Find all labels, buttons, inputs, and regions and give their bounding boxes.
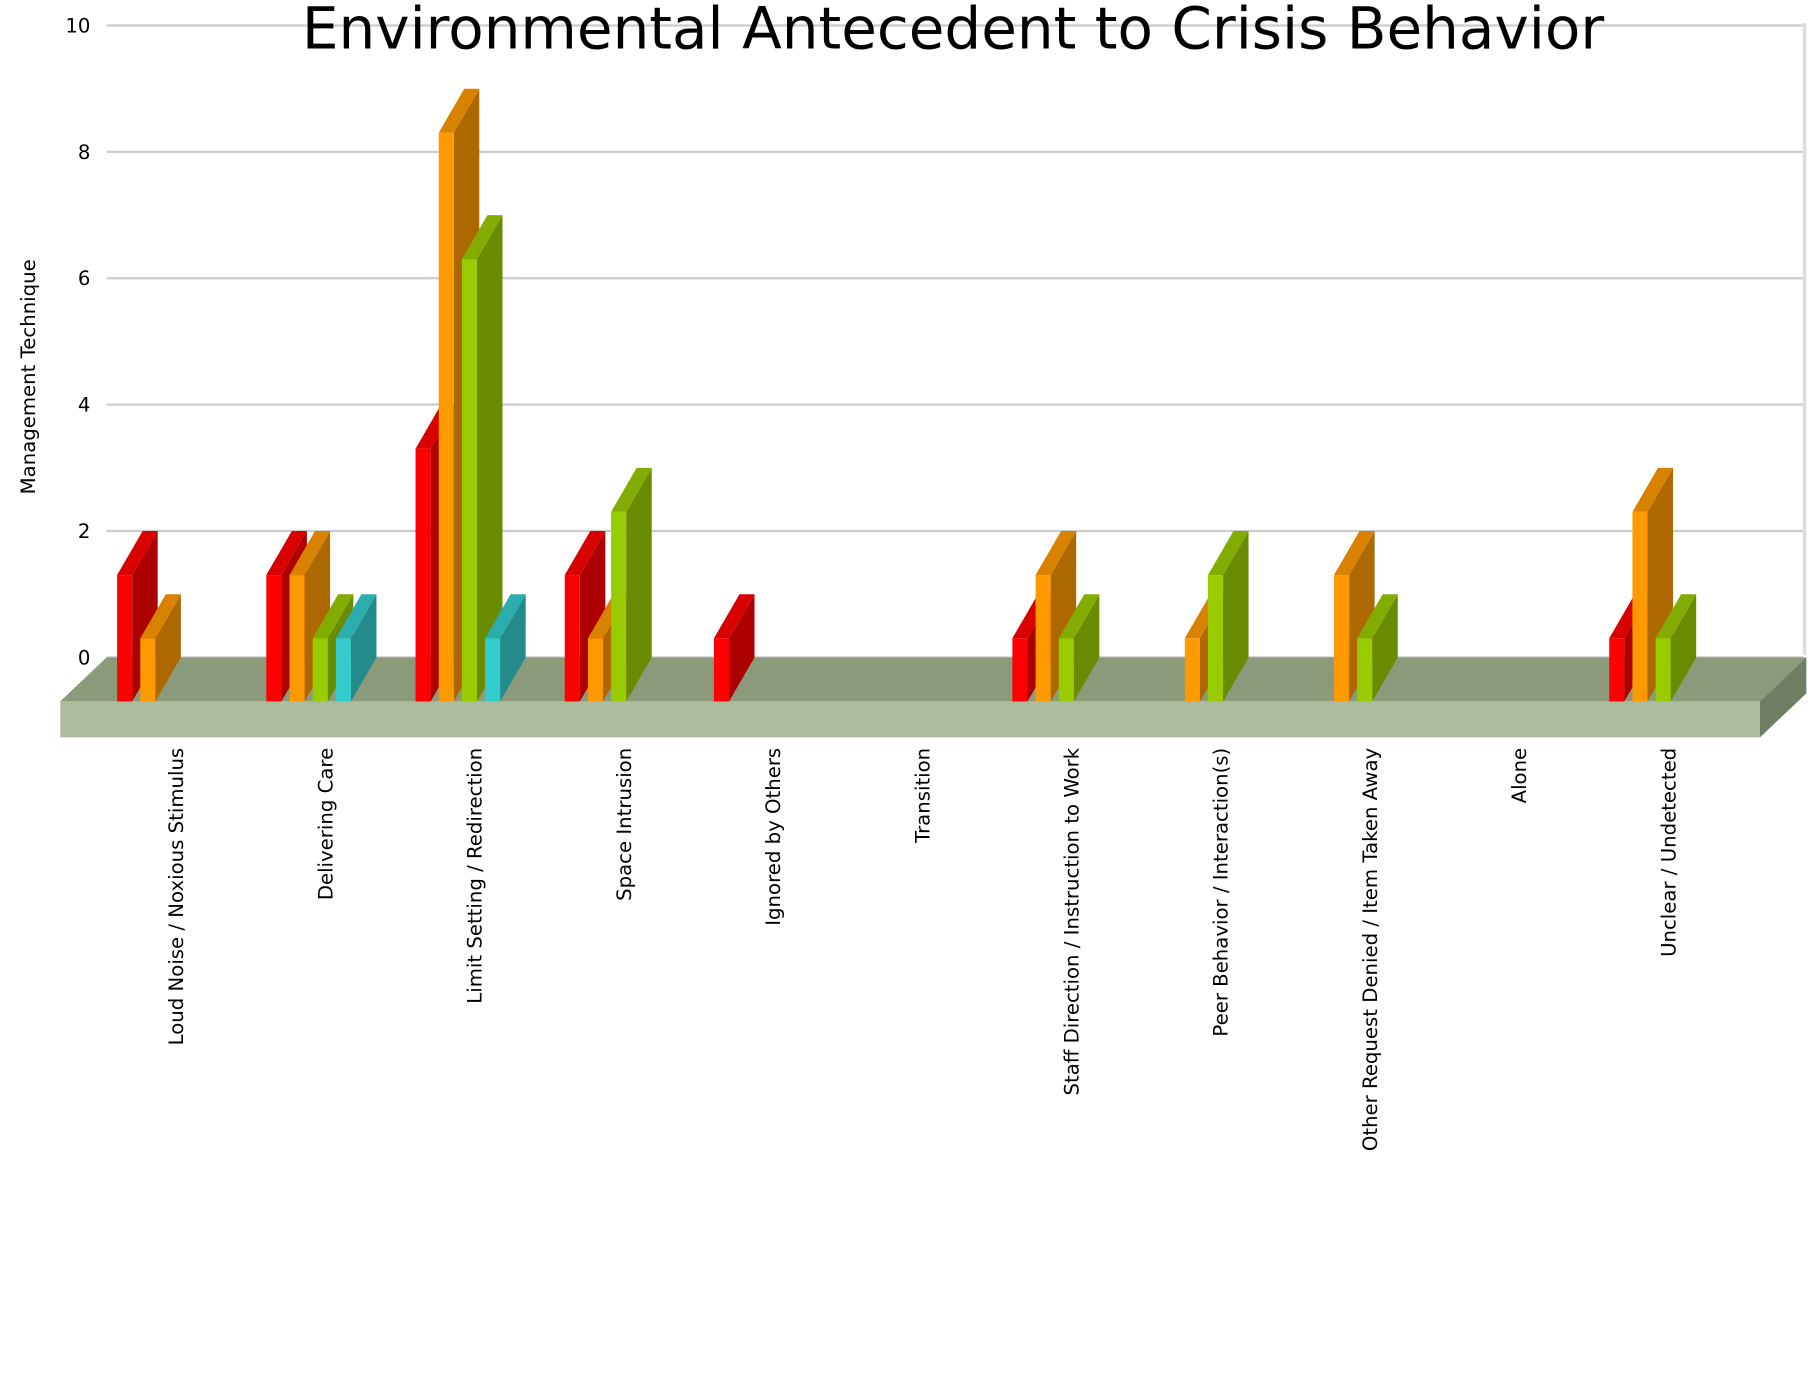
bar	[1035, 575, 1051, 702]
x-tick-label: Alone	[1508, 748, 1531, 804]
bar	[289, 575, 305, 702]
bar-top	[1058, 594, 1100, 639]
y-tick-label: 4	[78, 394, 91, 417]
bar-side	[1670, 594, 1697, 702]
y-axis-label: Management Technique	[17, 259, 40, 494]
bar	[1609, 638, 1625, 702]
bar	[1012, 638, 1028, 702]
bar-top	[713, 594, 755, 639]
bar-top	[438, 88, 480, 133]
bar-top	[335, 594, 377, 639]
x-tick-label: Ignored by Others	[762, 748, 785, 926]
bar-top	[1357, 594, 1398, 639]
floor-front	[60, 701, 1760, 738]
x-tick-label: Other Request Denied / Item Taken Away	[1359, 747, 1382, 1151]
bar-side	[1372, 594, 1398, 702]
bar-side	[500, 594, 526, 702]
bar-side	[626, 467, 652, 702]
bar-side	[476, 215, 503, 702]
bar-side	[350, 594, 377, 702]
bar-top	[1334, 531, 1375, 576]
x-tick-label: Space Intrusion	[613, 748, 636, 901]
bar-top	[1207, 531, 1249, 576]
x-tick-label: Limit Setting / Redirection	[464, 748, 487, 1004]
bar-top	[1655, 594, 1697, 639]
bar	[140, 638, 156, 702]
bar-top	[564, 531, 606, 576]
plot: Environmental Antecedent to Crisis Behav…	[17, 0, 1807, 1151]
bar-top	[140, 594, 181, 639]
bar	[1632, 511, 1648, 702]
bar	[587, 638, 604, 702]
bar	[266, 575, 282, 702]
bar	[312, 638, 328, 702]
bar-side	[1223, 531, 1249, 702]
bar-top	[611, 467, 652, 512]
back-wall-edge	[1802, 23, 1807, 656]
bar	[1655, 638, 1671, 702]
x-tick-label: Peer Behavior / Interaction(s)	[1210, 748, 1233, 1037]
bar	[1357, 638, 1373, 702]
bar-side	[155, 594, 181, 702]
bar	[117, 575, 133, 702]
bar	[415, 448, 431, 702]
bar-top	[1632, 467, 1674, 512]
bar-top	[461, 215, 503, 260]
bar	[438, 132, 454, 702]
bar-side	[1073, 594, 1100, 702]
bar-top	[485, 594, 526, 639]
bar	[611, 511, 627, 702]
bar-top	[312, 594, 354, 639]
y-tick-label: 8	[78, 141, 91, 164]
bar	[564, 575, 580, 702]
y-tick-label: 6	[78, 267, 91, 290]
bar	[461, 259, 477, 702]
floor-side	[1759, 657, 1807, 738]
x-tick-label: Transition	[911, 748, 934, 844]
bar-top	[1035, 531, 1077, 576]
bar-side	[729, 594, 755, 702]
bar	[1184, 638, 1200, 702]
bar-top	[117, 531, 158, 576]
bar-top	[289, 531, 331, 576]
y-tick-label: 2	[78, 520, 91, 543]
bar	[485, 638, 501, 702]
bar	[1058, 638, 1074, 702]
bar	[1334, 575, 1350, 702]
x-tick-label: Delivering Care	[314, 748, 337, 900]
x-tick-label: Unclear / Undetected	[1657, 748, 1680, 957]
bar	[1207, 575, 1224, 702]
y-tick-label: 10	[65, 14, 90, 37]
x-tick-label: Staff Direction / Instruction to Work	[1060, 747, 1083, 1095]
chart-title: Environmental Antecedent to Crisis Behav…	[302, 0, 1604, 63]
bar-top	[266, 531, 307, 576]
bar	[713, 638, 730, 702]
bar	[335, 638, 351, 702]
y-tick-label: 0	[78, 646, 91, 669]
x-tick-label: Loud Noise / Noxious Stimulus	[165, 748, 188, 1046]
